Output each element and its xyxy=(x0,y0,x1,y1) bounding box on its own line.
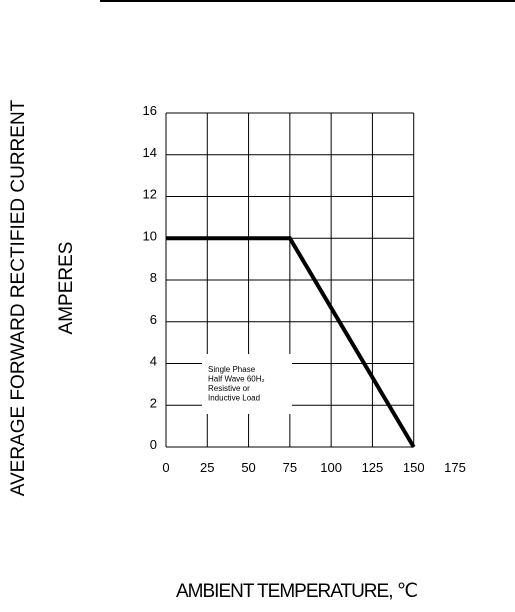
y-tick-labels: 0 2 4 6 8 10 12 14 16 xyxy=(143,103,157,452)
annotation-line-4: Inductive Load xyxy=(208,394,260,403)
x-tick-label-175: 175 xyxy=(444,460,466,475)
y-tick-label-16: 16 xyxy=(143,103,157,118)
y-axis-label-line-1: AVERAGE FORWARD RECTIFIED CURRENT xyxy=(8,99,29,496)
series-line-1 xyxy=(166,236,416,449)
x-tick-label-50: 50 xyxy=(241,460,255,475)
y-tick-label-8: 8 xyxy=(150,270,157,285)
y-tick-label-10: 10 xyxy=(143,228,157,243)
annotation-line-3: Resistive or xyxy=(208,384,250,393)
y-tick-label-4: 4 xyxy=(150,354,157,369)
annotation-line-2: Half Wave 60H₂ xyxy=(208,375,265,384)
series-layer xyxy=(166,236,416,449)
annotation-background xyxy=(202,354,292,414)
x-tick-label-125: 125 xyxy=(362,460,384,475)
x-axis-label: AMBIENT TEMPERATURE, ℃ xyxy=(176,581,418,602)
x-tick-label-25: 25 xyxy=(200,460,214,475)
y-tick-label-14: 14 xyxy=(143,145,157,160)
y-axis-label-line-2: AMPERES xyxy=(56,242,77,335)
x-tick-label-100: 100 xyxy=(320,460,342,475)
y-tick-label-6: 6 xyxy=(150,312,157,327)
x-tick-labels: 0 25 50 75 100 125 150 175 xyxy=(162,460,465,475)
y-tick-label-0: 0 xyxy=(150,437,157,452)
annotation-line-1: Single Phase xyxy=(208,365,256,374)
x-tick-label-75: 75 xyxy=(283,460,297,475)
x-tick-label-0: 0 xyxy=(162,460,169,475)
y-tick-label-12: 12 xyxy=(143,187,157,202)
y-tick-label-2: 2 xyxy=(150,395,157,410)
x-tick-label-150: 150 xyxy=(403,460,425,475)
